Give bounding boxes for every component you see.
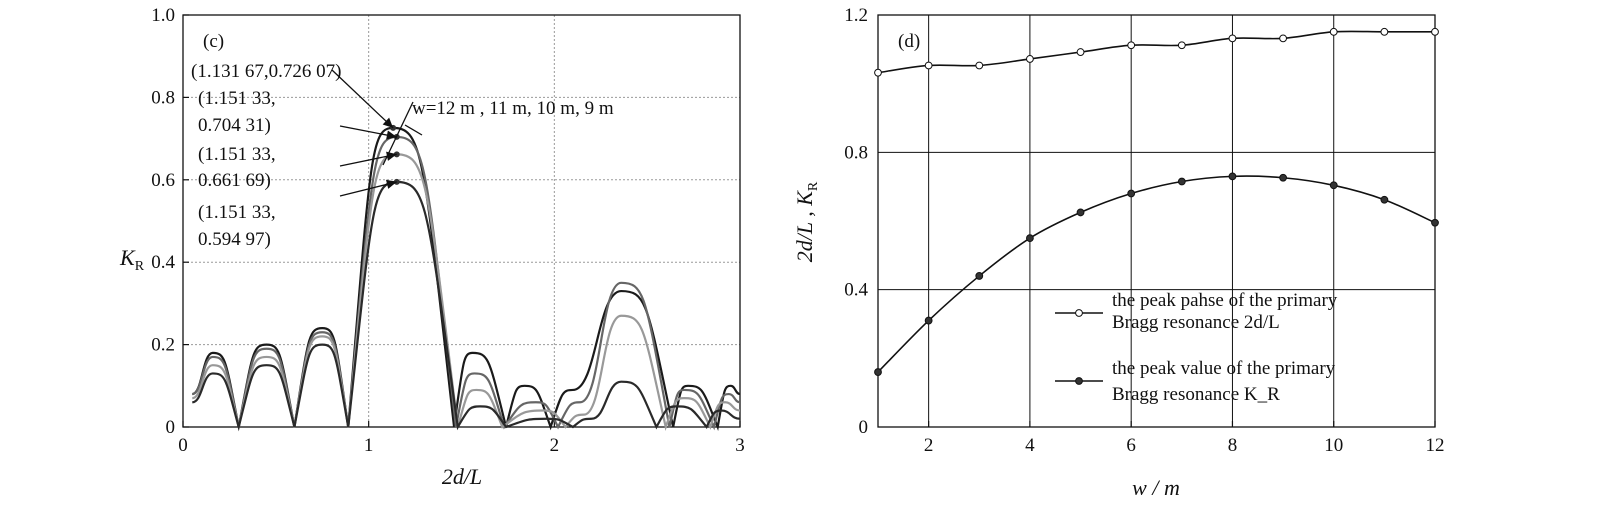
open-circle-marker — [1279, 34, 1287, 43]
panel-c-series — [191, 124, 741, 432]
x-tick-label: 3 — [735, 435, 745, 456]
peak-label-text: 0.594 97) — [198, 229, 271, 250]
panel-c-frame — [182, 14, 741, 428]
w-arrow — [382, 101, 414, 166]
filled-circle-marker — [1177, 177, 1186, 186]
legend-text: the peak pahse of the primary — [1112, 290, 1338, 311]
series-line-w-10-m — [191, 153, 741, 431]
x-tick-label: 1 — [364, 435, 374, 456]
open-circle-marker — [1380, 27, 1389, 36]
filled-circle-marker — [975, 272, 984, 280]
y-tick-label: 0 — [166, 417, 176, 438]
series-line-w-12-m — [191, 126, 741, 431]
filled-circle-marker — [1076, 208, 1085, 217]
open-circle-marker — [975, 61, 984, 70]
filled-circle-marker — [1431, 218, 1439, 227]
filled-circle-marker — [1329, 181, 1338, 190]
panel-d-ylabel: 2d/L , KR — [792, 181, 821, 262]
panel-c-ylabel: KR — [119, 245, 145, 274]
y-tick-label: 0.4 — [844, 280, 868, 301]
panel-d: 2 4 6 8 10 12 0 0.4 0.8 1.2 (d) w / m 2d/L , KR t… — [792, 5, 1445, 500]
panel-c-label: (c) — [203, 31, 224, 52]
open-circle-marker — [1177, 41, 1186, 50]
legend-text: Bragg resonance 2d/L — [1112, 312, 1280, 333]
filled-circle-marker — [924, 316, 933, 325]
open-circle-marker — [1076, 48, 1085, 56]
peak-arrowhead — [386, 130, 397, 140]
filled-circle-marker — [1228, 172, 1237, 181]
open-circle-marker — [1228, 34, 1237, 43]
peak-label-text: (1.151 33, — [198, 88, 276, 109]
panel-d-label: (d) — [898, 31, 920, 52]
y-tick-label: 1.0 — [151, 5, 175, 26]
open-circle-marker — [1127, 41, 1136, 50]
y-tick-label: 0 — [859, 417, 869, 438]
filled-circle-marker — [1279, 173, 1287, 182]
open-circle-marker — [924, 61, 933, 70]
filled-circle-marker — [874, 368, 882, 376]
peak-arrow — [331, 69, 394, 129]
legend-filled-marker — [1075, 377, 1083, 385]
peak-label-text: (1.131 67,0.726 07) — [191, 61, 341, 82]
panel-c-annotations: w=12 m , 11 m, 10 m, 9 m (1.131 67,0.726 … — [191, 61, 614, 250]
filled-circle-marker — [1026, 234, 1034, 243]
x-tick-label: 2 — [924, 435, 934, 456]
x-tick-label: 12 — [1426, 435, 1445, 456]
open-circle-marker — [1026, 55, 1034, 63]
series-line-w-9-m — [191, 180, 741, 432]
y-tick-label: 0.8 — [151, 87, 175, 108]
peak-label-text: 0.661 69) — [198, 170, 271, 191]
panel-c-xlabel: 2d/L — [442, 464, 482, 489]
open-circle-marker — [874, 68, 882, 77]
legend-open-marker — [1075, 309, 1083, 317]
legend-text: the peak value of the primary — [1112, 358, 1336, 379]
w-arrow-head — [404, 124, 423, 136]
peak-arrowhead — [385, 179, 397, 189]
filled-circle-marker — [1127, 189, 1136, 198]
series-line-w-11-m — [191, 135, 741, 431]
panel-d-series — [874, 27, 1439, 376]
series-line-peak-value — [877, 175, 1436, 373]
peak-label-text: (1.151 33, — [198, 144, 276, 165]
panel-d-gridlines — [878, 15, 1435, 427]
x-tick-label: 4 — [1025, 435, 1035, 456]
x-tick-label: 0 — [178, 435, 188, 456]
x-tick-label: 6 — [1126, 435, 1136, 456]
series-line-peak-phase — [877, 30, 1435, 74]
y-tick-label: 0.8 — [844, 142, 868, 163]
filled-circle-marker — [1380, 195, 1389, 204]
panel-c: 0 1 2 3 0 0.2 0.4 0.6 0.8 1.0 (c) 2d/L KR w=12 m … — [119, 5, 745, 489]
open-circle-marker — [1329, 27, 1338, 36]
x-tick-label: 8 — [1228, 435, 1238, 456]
panel-d-ticks: 2 4 6 8 10 12 0 0.4 0.8 1.2 — [844, 5, 1444, 456]
peak-label-text: 0.704 31) — [198, 115, 271, 136]
open-circle-marker — [1431, 27, 1439, 36]
w-values-label: w=12 m , 11 m, 10 m, 9 m — [412, 98, 614, 119]
y-tick-label: 1.2 — [844, 5, 868, 26]
panel-c-ticks: 0 1 2 3 0 0.2 0.4 0.6 0.8 1.0 — [151, 5, 745, 456]
x-tick-label: 2 — [550, 435, 560, 456]
peak-label-text: (1.151 33, — [198, 202, 276, 223]
y-tick-label: 0.2 — [151, 335, 175, 356]
peak-arrowhead — [382, 117, 394, 128]
legend-text: Bragg resonance K_R — [1112, 384, 1280, 405]
y-tick-label: 0.4 — [151, 252, 175, 273]
y-tick-label: 0.6 — [151, 170, 175, 191]
panel-d-xlabel: w / m — [1132, 475, 1180, 500]
x-tick-label: 10 — [1324, 435, 1343, 456]
